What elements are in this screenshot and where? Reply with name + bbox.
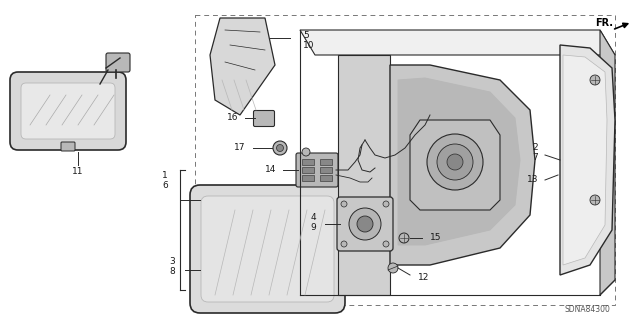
Bar (302, 167, 314, 173)
Circle shape (388, 263, 398, 273)
Bar (320, 159, 332, 165)
Polygon shape (600, 30, 615, 295)
Text: 3: 3 (169, 257, 175, 266)
Text: FR.: FR. (595, 18, 613, 28)
Text: 9: 9 (310, 224, 316, 233)
Circle shape (383, 241, 389, 247)
Text: 15: 15 (430, 234, 442, 242)
Circle shape (447, 154, 463, 170)
Polygon shape (398, 78, 520, 245)
Text: 16: 16 (227, 114, 238, 122)
Text: 13: 13 (527, 175, 538, 184)
Bar (320, 167, 332, 173)
FancyBboxPatch shape (253, 110, 275, 127)
FancyBboxPatch shape (61, 142, 75, 151)
Circle shape (383, 201, 389, 207)
Polygon shape (338, 55, 390, 295)
Bar (302, 175, 314, 181)
Text: 7: 7 (532, 153, 538, 162)
Bar (302, 159, 314, 165)
Text: 4: 4 (310, 213, 316, 222)
Circle shape (399, 233, 409, 243)
Circle shape (349, 208, 381, 240)
FancyBboxPatch shape (296, 153, 338, 187)
Circle shape (302, 148, 310, 156)
Bar (320, 175, 332, 181)
Polygon shape (390, 65, 535, 265)
Text: 14: 14 (264, 166, 276, 174)
FancyBboxPatch shape (10, 72, 126, 150)
Text: 8: 8 (169, 268, 175, 277)
Text: 10: 10 (303, 41, 314, 49)
Circle shape (590, 75, 600, 85)
Circle shape (273, 141, 287, 155)
Text: 11: 11 (72, 167, 84, 176)
Polygon shape (410, 120, 500, 210)
Polygon shape (300, 30, 615, 55)
FancyBboxPatch shape (337, 197, 393, 251)
Text: SDNA84300: SDNA84300 (564, 305, 610, 314)
Circle shape (341, 201, 347, 207)
Text: 1: 1 (163, 170, 168, 180)
Text: 6: 6 (163, 181, 168, 189)
FancyBboxPatch shape (190, 185, 345, 313)
Polygon shape (210, 18, 275, 115)
Circle shape (276, 145, 284, 152)
Circle shape (437, 144, 473, 180)
Bar (195, 15, 615, 305)
Circle shape (427, 134, 483, 190)
FancyBboxPatch shape (106, 53, 130, 72)
FancyBboxPatch shape (21, 83, 115, 139)
Text: 17: 17 (234, 144, 245, 152)
Polygon shape (563, 55, 607, 265)
Text: 2: 2 (532, 144, 538, 152)
Circle shape (590, 195, 600, 205)
FancyBboxPatch shape (201, 196, 334, 302)
Circle shape (357, 216, 373, 232)
Text: 12: 12 (418, 273, 429, 283)
Polygon shape (560, 45, 615, 275)
Text: 5: 5 (303, 31, 308, 40)
Circle shape (341, 241, 347, 247)
